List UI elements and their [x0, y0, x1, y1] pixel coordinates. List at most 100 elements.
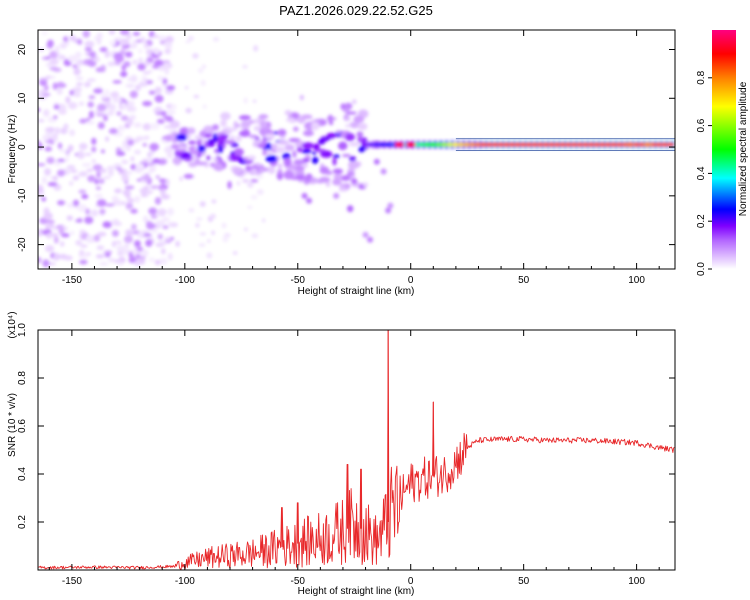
noise-blob — [211, 199, 217, 204]
noise-blob — [123, 61, 131, 68]
noise-blob — [117, 261, 124, 266]
tone-segment — [655, 142, 664, 147]
noise-blob — [59, 42, 67, 49]
noise-blob — [96, 199, 107, 207]
noise-blob — [125, 192, 131, 199]
noise-blob — [232, 251, 238, 255]
feature-blob — [387, 202, 394, 209]
noise-blob — [43, 212, 53, 220]
transition-blob — [227, 180, 232, 190]
transition-blob — [195, 161, 208, 166]
noise-blob — [207, 239, 211, 243]
noise-blob — [84, 40, 95, 48]
noise-blob — [72, 175, 80, 181]
spectrogram-blobs — [38, 30, 675, 268]
noise-blob — [106, 100, 111, 107]
tone-segment — [530, 142, 539, 147]
transition-blob — [297, 179, 304, 183]
noise-blob — [134, 195, 141, 203]
noise-blob — [162, 78, 168, 85]
noise-blob — [104, 203, 115, 207]
noise-blob — [247, 182, 254, 188]
transition-blob — [199, 130, 206, 138]
tone-segment — [418, 142, 427, 147]
transition-blob — [175, 151, 183, 156]
noise-blob — [206, 252, 213, 259]
noise-blob — [70, 34, 76, 42]
feature-blob — [344, 183, 351, 190]
noise-blob — [84, 152, 92, 156]
transition-blob — [283, 157, 292, 167]
tone-segment — [542, 142, 551, 147]
noise-blob — [49, 223, 55, 228]
noise-blob — [157, 75, 164, 81]
noise-blob — [120, 71, 128, 78]
transition-blob — [234, 148, 244, 156]
transition-blob — [235, 135, 242, 142]
noise-blob — [38, 108, 41, 112]
noise-blob — [192, 53, 199, 59]
transition-blob — [188, 140, 197, 145]
transition-blob — [203, 125, 215, 134]
tone-segment — [598, 142, 607, 147]
transition-blob — [301, 142, 314, 150]
noise-blob — [79, 118, 88, 124]
noise-blob — [68, 102, 78, 110]
tone-segment — [361, 142, 370, 147]
transition-blob — [258, 114, 269, 119]
spectrogram-y-tick-label: 20 — [17, 44, 28, 56]
figure-title: PAZ1.2026.029.22.52.G25 — [279, 3, 433, 18]
noise-blob — [44, 245, 55, 253]
noise-blob — [121, 160, 129, 164]
noise-blob — [142, 123, 152, 131]
noise-blob — [80, 244, 88, 248]
noise-blob — [160, 248, 166, 255]
noise-blob — [38, 229, 43, 237]
noise-blob — [256, 189, 264, 195]
transition-blob — [346, 111, 357, 115]
noise-blob — [167, 154, 173, 158]
noise-blob — [46, 56, 51, 60]
transition-blob — [242, 179, 250, 183]
transition-blob — [197, 145, 206, 153]
noise-blob — [159, 110, 167, 116]
noise-blob — [110, 103, 116, 112]
transition-blob — [353, 115, 365, 123]
noise-blob — [112, 80, 122, 84]
transition-blob — [332, 154, 340, 158]
transition-blob — [245, 165, 252, 172]
transition-blob — [250, 179, 259, 183]
noise-blob — [127, 197, 135, 204]
transition-blob — [292, 126, 299, 132]
feature-blob — [301, 192, 308, 199]
noise-blob — [56, 88, 63, 95]
noise-blob — [135, 39, 142, 43]
transition-blob — [320, 150, 333, 158]
noise-blob — [53, 115, 58, 120]
spectrogram-x-ticks: -150 -100 -50 0 50 100 — [48, 30, 660, 286]
feature-blob — [385, 207, 392, 214]
noise-blob — [69, 230, 75, 236]
noise-blob — [77, 39, 83, 45]
noise-blob — [129, 90, 138, 99]
spectrogram-y-tick-label: -10 — [17, 188, 28, 203]
noise-blob — [85, 234, 94, 243]
noise-blob — [95, 113, 106, 117]
noise-blob — [46, 156, 55, 164]
transition-blob — [333, 173, 343, 180]
transition-blob — [342, 109, 350, 113]
noise-blob — [112, 98, 123, 103]
noise-blob — [97, 121, 105, 130]
noise-blob — [45, 75, 52, 80]
noise-blob — [103, 114, 108, 122]
noise-blob — [120, 146, 127, 151]
transition-blob — [277, 168, 283, 175]
noise-blob — [94, 178, 99, 185]
noise-blob — [157, 208, 167, 216]
noise-blob — [152, 158, 161, 164]
snr-y-ticks: 0.2 0.4 0.6 0.8 1.0 — [17, 323, 675, 529]
transition-blob — [325, 181, 331, 187]
spectrogram-y-axis-label: Frequency (Hz) — [7, 115, 18, 184]
tone-segment — [536, 142, 545, 147]
transition-blob — [172, 157, 182, 165]
